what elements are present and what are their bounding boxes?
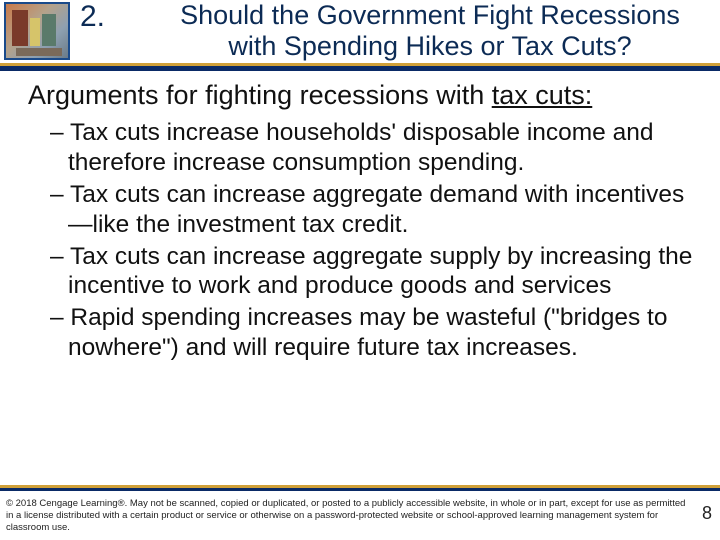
header-number: 2. xyxy=(80,0,105,34)
header-title-line1: Should the Government Fight Recessions xyxy=(180,0,680,30)
subheading: Arguments for fighting recessions with t… xyxy=(28,80,710,111)
header-band: 2. Should the Government Fight Recession… xyxy=(0,0,720,66)
top-rule-blue xyxy=(0,66,720,71)
chapter-thumbnail-image xyxy=(4,2,70,60)
header-title: Should the Government Fight Recessions w… xyxy=(140,0,720,62)
list-item: – Rapid spending increases may be wastef… xyxy=(50,303,702,363)
copyright-footer: © 2018 Cengage Learning®. May not be sca… xyxy=(6,498,688,534)
page-number: 8 xyxy=(702,503,712,524)
slide: 2. Should the Government Fight Recession… xyxy=(0,0,720,540)
bottom-rule-blue xyxy=(0,488,720,491)
list-item: – Tax cuts can increase aggregate demand… xyxy=(50,180,702,240)
subheading-underlined: tax cuts: xyxy=(492,80,593,110)
list-item: – Tax cuts increase households' disposab… xyxy=(50,118,702,178)
header-title-line2: with Spending Hikes or Tax Cuts? xyxy=(228,31,631,61)
bullet-list: – Tax cuts increase households' disposab… xyxy=(50,118,702,365)
list-item: – Tax cuts can increase aggregate supply… xyxy=(50,242,702,302)
subheading-prefix: Arguments for fighting recessions with xyxy=(28,80,492,110)
